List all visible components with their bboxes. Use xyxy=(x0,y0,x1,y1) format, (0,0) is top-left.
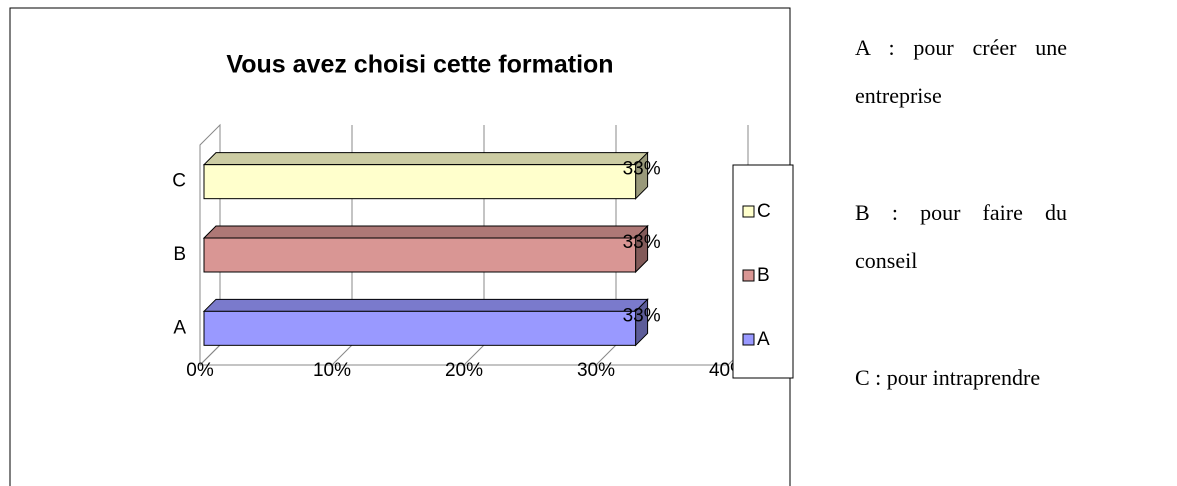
legend-label: B xyxy=(757,265,770,286)
note: B : pour faire du conseil xyxy=(855,200,1067,273)
x-tick-label: 10% xyxy=(313,360,351,381)
note: A : pour créer une entreprise xyxy=(855,35,1067,108)
chart-title: Vous avez choisi cette formation xyxy=(226,51,613,79)
x-tick-label: 20% xyxy=(445,360,483,381)
bar xyxy=(203,164,637,200)
bar xyxy=(203,310,637,346)
note: C : pour intraprendre xyxy=(855,365,1041,390)
legend-swatch xyxy=(742,269,755,282)
bar-top xyxy=(202,152,649,166)
value-label: 33% xyxy=(623,159,661,180)
y-tick-label: A xyxy=(173,317,186,338)
value-label: 33% xyxy=(623,305,661,326)
x-tick-label: 0% xyxy=(186,360,214,381)
x-tick-label: 30% xyxy=(577,360,615,381)
value-label: 33% xyxy=(623,232,661,253)
legend-swatch xyxy=(742,333,755,346)
bar-top xyxy=(202,298,649,312)
notes: A : pour créer une entreprise B : pour f… xyxy=(855,24,1067,471)
y-tick-label: B xyxy=(173,244,186,265)
bar-top xyxy=(202,225,649,239)
legend-label: A xyxy=(757,329,770,350)
legend-swatch xyxy=(742,205,755,218)
bar xyxy=(203,237,637,273)
legend-label: C xyxy=(757,201,771,222)
y-tick-label: C xyxy=(172,171,186,192)
